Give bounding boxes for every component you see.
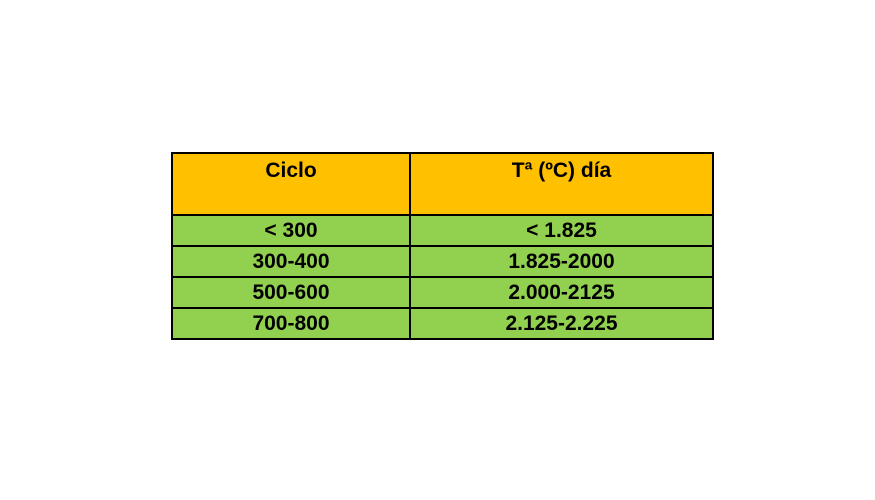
table-row: < 300 < 1.825 [171,214,714,247]
cell-ciclo: 500-600 [171,276,411,309]
cell-temperatura: < 1.825 [409,214,714,247]
data-table-container: Ciclo Tª (ºC) día < 300 < 1.825 300-400 … [171,152,714,340]
cycle-temperature-table: Ciclo Tª (ºC) día < 300 < 1.825 300-400 … [171,152,714,340]
table-row: 700-800 2.125-2.225 [171,307,714,340]
cell-ciclo: 700-800 [171,307,411,340]
cell-ciclo: 300-400 [171,245,411,278]
header-temperatura-dia: Tª (ºC) día [409,152,714,216]
cell-temperatura: 2.125-2.225 [409,307,714,340]
cell-temperatura: 2.000-2125 [409,276,714,309]
cell-ciclo: < 300 [171,214,411,247]
cell-temperatura: 1.825-2000 [409,245,714,278]
table-header-row: Ciclo Tª (ºC) día [171,152,714,216]
table-row: 500-600 2.000-2125 [171,276,714,309]
table-row: 300-400 1.825-2000 [171,245,714,278]
header-ciclo: Ciclo [171,152,411,216]
